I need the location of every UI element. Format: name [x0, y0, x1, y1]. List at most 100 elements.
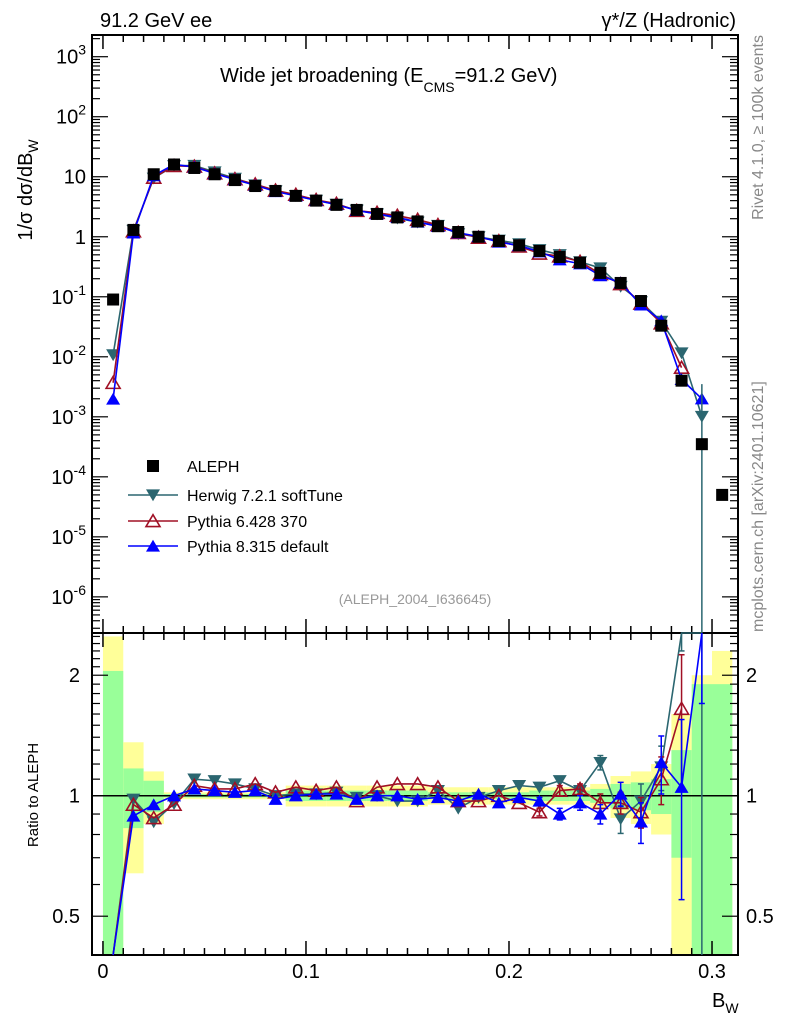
ratio-point: [187, 782, 202, 795]
ratio-point: [410, 792, 425, 805]
ratio-point: [532, 781, 547, 794]
series-line-main: [112, 164, 703, 417]
aleph-data-point: [533, 244, 546, 257]
aleph-data-point: [168, 158, 181, 171]
legend-label: Pythia 6.428 370: [187, 514, 307, 531]
ratio-point: [613, 787, 628, 800]
axes: 0 0.1 0.2 0.310310210110-110-210-310-410-51…: [51, 34, 774, 983]
ratio-point: [552, 775, 567, 788]
ratio-point: [227, 778, 242, 791]
ratio-point: [531, 804, 548, 819]
ratio-point: [552, 807, 567, 820]
ratio-tick-label: 1: [746, 786, 757, 808]
ratio-point: [126, 809, 141, 822]
aleph-data-point: [472, 230, 485, 243]
ratio-point: [633, 815, 648, 828]
ratio-point: [613, 813, 628, 826]
aleph-data-point: [107, 293, 120, 306]
series-line-main: [112, 163, 703, 400]
green-band: [102, 670, 124, 955]
aleph-data-point: [350, 203, 363, 216]
ratio-point: [451, 794, 466, 807]
ratio-tick-label: 2: [69, 665, 80, 687]
ratio-point: [370, 789, 385, 802]
y-tick-label: 1: [75, 227, 86, 249]
aleph-data-point: [695, 438, 708, 451]
aleph-data-point: [675, 374, 688, 387]
ratio-point: [470, 793, 487, 808]
y-tick-label: 103: [56, 42, 86, 69]
data-point: [106, 392, 121, 405]
ratio-tick-label: 0.5: [746, 906, 774, 928]
data-marks: [104, 157, 729, 956]
ratio-point: [329, 787, 344, 800]
ratio-point: [673, 700, 690, 716]
aleph-data-point: [249, 180, 262, 193]
aleph-data-point: [371, 207, 384, 220]
legend-marker: [146, 539, 160, 552]
mcplots-text: mcplots.cern.ch [arXiv:2401.10621]: [750, 381, 767, 632]
ratio-point: [593, 807, 608, 820]
ratio-point: [571, 781, 589, 796]
ratio-tick-label: 2: [746, 665, 757, 687]
y-tick-label: 10-6: [51, 582, 86, 609]
x-axis-label: BW: [712, 990, 739, 1016]
aleph-data-point: [655, 319, 668, 332]
aleph-data-point: [634, 295, 647, 308]
legend-label: Pythia 8.315 default: [187, 539, 329, 556]
ratio-point: [146, 816, 161, 829]
legend-marker: [146, 489, 160, 502]
ratio-point: [145, 810, 163, 825]
legend-label: ALEPH: [187, 459, 239, 476]
ratio-point: [167, 789, 182, 802]
aleph-data-point: [452, 226, 465, 239]
y-tick-label: 102: [56, 102, 86, 129]
aleph-data-point: [127, 223, 140, 236]
series-line-ratio: [112, 708, 683, 956]
ratio-point: [532, 794, 547, 807]
aleph-data-point: [289, 189, 302, 202]
y-tick-label: 10-4: [51, 462, 86, 489]
ratio-point: [268, 792, 283, 805]
ratio-point: [512, 779, 527, 792]
ratio-point: [349, 792, 364, 805]
aleph-data-point: [228, 174, 241, 187]
data-point: [674, 347, 689, 360]
ratio-point: [309, 787, 324, 800]
aleph-data-point: [716, 488, 729, 501]
ratio-point: [430, 791, 445, 804]
ratio-axis-label: Ratio to ALEPH: [25, 743, 42, 847]
ratio-tick-label: 1: [69, 786, 80, 808]
aleph-data-point: [188, 161, 201, 174]
aleph-data-point: [431, 220, 444, 233]
ratio-tick-label: 0.5: [52, 906, 80, 928]
y-tick-label: 10-2: [51, 342, 86, 369]
y-tick-label: 10-3: [51, 402, 86, 429]
ratio-point: [248, 784, 263, 797]
ratio-point: [512, 791, 527, 804]
ratio-point: [471, 787, 486, 800]
legend-marker: [144, 513, 162, 528]
ratio-point: [491, 796, 506, 809]
header-right: γ*/Z (Hadronic): [602, 10, 736, 32]
y-axis-label: 1/σ dσ/dBW: [15, 139, 41, 241]
ratio-point: [207, 784, 222, 797]
ratio-point: [409, 776, 427, 791]
y-tick-label: 10-1: [51, 282, 86, 309]
aleph-data-point: [269, 184, 282, 197]
ratio-point: [674, 780, 689, 793]
aleph-data-point: [208, 168, 221, 181]
green-band: [712, 684, 733, 955]
ratio-point: [612, 794, 630, 810]
x-tick-label: 0.3: [698, 961, 726, 983]
rivet-version-text: Rivet 4.1.0, ≥ 100k events: [750, 35, 767, 220]
aleph-data-point: [614, 276, 627, 289]
analysis-id: (ALEPH_2004_I636645): [339, 591, 492, 607]
aleph-data-point: [574, 256, 587, 269]
y-tick-label: 10-5: [51, 522, 86, 549]
data-point: [104, 374, 122, 390]
aleph-data-point: [310, 194, 323, 207]
legend-label: Herwig 7.2.1 softTune: [187, 488, 343, 505]
